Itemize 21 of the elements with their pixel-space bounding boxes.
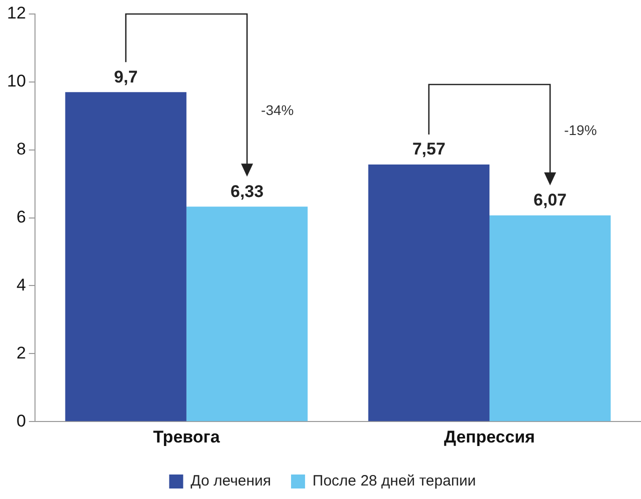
text: 6,33 bbox=[230, 182, 264, 201]
text: 9,7 bbox=[114, 67, 138, 86]
y-tick-label: 0 bbox=[16, 411, 26, 430]
y-tick-label: 6 bbox=[16, 207, 26, 226]
y-tick-label: 2 bbox=[16, 343, 26, 362]
legend-label: После 28 дней терапии bbox=[312, 472, 476, 490]
bar bbox=[489, 215, 611, 422]
y-tick-label: 12 bbox=[6, 4, 26, 23]
legend-label: До лечения bbox=[190, 472, 272, 490]
bar bbox=[186, 206, 308, 422]
x-tick-label: Депрессия bbox=[444, 427, 535, 446]
annotation: -19% bbox=[564, 122, 597, 138]
annotation: -34% bbox=[261, 102, 294, 118]
bar bbox=[65, 92, 186, 422]
text: 6,07 bbox=[534, 190, 567, 210]
y-tick-label: 4 bbox=[16, 275, 26, 294]
y-tick-label: 10 bbox=[6, 72, 26, 91]
y-tick-label: 8 bbox=[16, 140, 26, 159]
bar bbox=[368, 164, 490, 422]
x-tick-label: Тревога bbox=[153, 427, 220, 446]
text: 7,57 bbox=[412, 140, 446, 159]
